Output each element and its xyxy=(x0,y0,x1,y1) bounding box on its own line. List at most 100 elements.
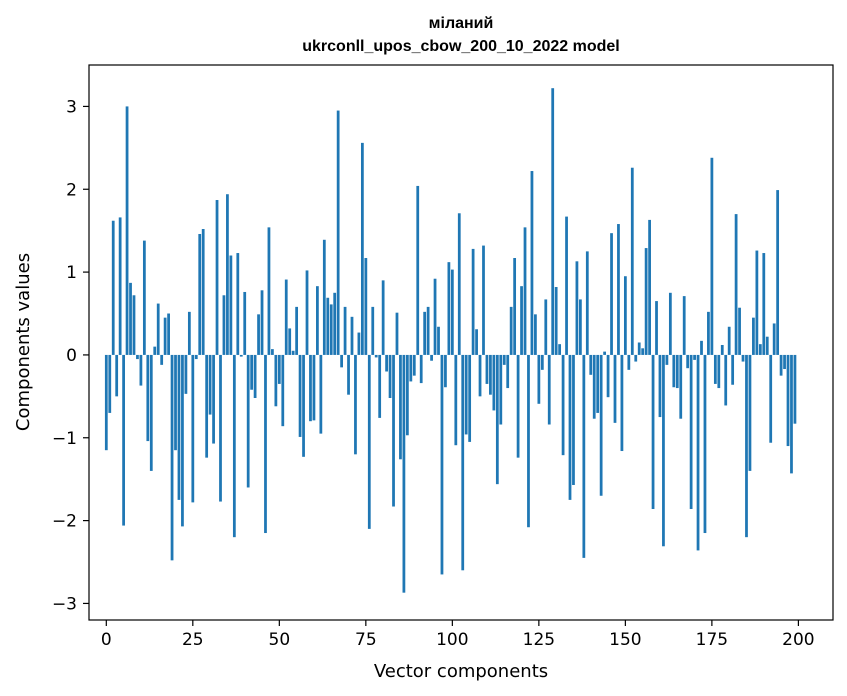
plot-frame xyxy=(88,64,834,621)
bar-198 xyxy=(790,354,793,474)
x-tick-label-100: 100 xyxy=(436,630,468,650)
bar-126 xyxy=(540,354,544,370)
bar-101 xyxy=(454,354,458,446)
bar-21 xyxy=(177,354,181,500)
bar-153 xyxy=(634,354,638,362)
bar-180 xyxy=(727,326,731,355)
bar-61 xyxy=(316,286,319,355)
bar-35 xyxy=(226,194,229,355)
bar-58 xyxy=(305,270,309,355)
bar-115 xyxy=(502,354,506,365)
bar-175 xyxy=(710,157,714,355)
x-tick-label-125: 125 xyxy=(523,630,555,650)
bar-154 xyxy=(637,342,641,355)
bar-107 xyxy=(475,329,478,355)
bar-25 xyxy=(191,354,195,503)
bar-195 xyxy=(779,354,783,376)
bar-91 xyxy=(419,354,423,384)
y-axis: −3 −2 −1 0 1 2 3 xyxy=(52,97,89,614)
bar-169 xyxy=(689,354,693,509)
x-tick-label-50: 50 xyxy=(269,630,291,650)
bar-20 xyxy=(174,354,177,451)
bar-165 xyxy=(675,354,679,389)
x-tick-label-200: 200 xyxy=(782,630,814,650)
bar-57 xyxy=(302,354,305,457)
bar-143 xyxy=(599,354,603,496)
bar-109 xyxy=(482,245,485,355)
bar-152 xyxy=(630,167,634,355)
bar-67 xyxy=(336,110,340,355)
bar-30 xyxy=(208,354,212,415)
bar-36 xyxy=(229,255,233,355)
bar-72 xyxy=(354,354,357,455)
bar-68 xyxy=(340,354,343,368)
bar-89 xyxy=(412,354,416,376)
bar-31 xyxy=(212,354,215,444)
bar-157 xyxy=(648,219,651,355)
bar-106 xyxy=(471,248,475,355)
bar-11 xyxy=(142,240,146,355)
bar-136 xyxy=(575,261,579,355)
bar-113 xyxy=(495,354,499,485)
bar-22 xyxy=(181,354,184,527)
bar-51 xyxy=(281,354,285,427)
bar-118 xyxy=(513,258,517,355)
bar-138 xyxy=(582,354,586,558)
bar-104 xyxy=(464,354,468,435)
y-tick-label--1: −1 xyxy=(52,429,77,449)
bar-188 xyxy=(755,250,759,355)
bar-18 xyxy=(167,313,170,355)
bar-9 xyxy=(136,354,139,360)
bar-81 xyxy=(385,354,388,372)
bar-133 xyxy=(565,216,568,355)
bar-23 xyxy=(184,354,188,394)
bar-94 xyxy=(430,354,433,361)
chart-subtitle: ukrconll_upos_cbow_200_10_2022 model xyxy=(302,38,619,55)
bar-71 xyxy=(350,316,354,355)
bar-63 xyxy=(322,239,326,355)
bar-29 xyxy=(205,354,209,458)
bar-90 xyxy=(416,185,420,355)
bar-32 xyxy=(215,200,219,355)
bar-134 xyxy=(568,354,572,500)
bar-120 xyxy=(520,286,523,355)
bar-124 xyxy=(534,314,537,355)
x-tick-label-175: 175 xyxy=(696,630,728,650)
bar-187 xyxy=(752,317,755,355)
bar-184 xyxy=(741,354,745,362)
bar-3 xyxy=(115,354,119,397)
bar-0 xyxy=(104,354,108,451)
bar-77 xyxy=(371,306,375,355)
bar-171 xyxy=(696,354,700,551)
bar-117 xyxy=(509,306,513,355)
bar-27 xyxy=(198,233,202,355)
bar-140 xyxy=(589,354,593,375)
bar-73 xyxy=(357,332,361,355)
bar-85 xyxy=(399,354,402,460)
bar-96 xyxy=(437,326,440,355)
bar-43 xyxy=(253,354,257,398)
bar-199 xyxy=(793,354,797,424)
bar-147 xyxy=(613,354,617,423)
bar-128 xyxy=(547,354,551,425)
bar-38 xyxy=(236,253,240,355)
bar-37 xyxy=(232,354,236,538)
bar-163 xyxy=(668,292,672,355)
bar-142 xyxy=(596,354,600,413)
bar-164 xyxy=(672,354,676,388)
bar-39 xyxy=(239,354,243,357)
bar-79 xyxy=(378,354,382,418)
bar-111 xyxy=(489,354,492,395)
bar-193 xyxy=(772,323,776,355)
bar-50 xyxy=(277,354,281,384)
bar-48 xyxy=(271,349,274,355)
bar-130 xyxy=(554,287,558,355)
bar-119 xyxy=(516,354,520,458)
bar-12 xyxy=(146,354,150,442)
bar-145 xyxy=(606,354,610,398)
bar-160 xyxy=(658,354,662,418)
bar-7 xyxy=(129,282,132,355)
bar-13 xyxy=(149,354,153,471)
bar-60 xyxy=(312,354,316,421)
